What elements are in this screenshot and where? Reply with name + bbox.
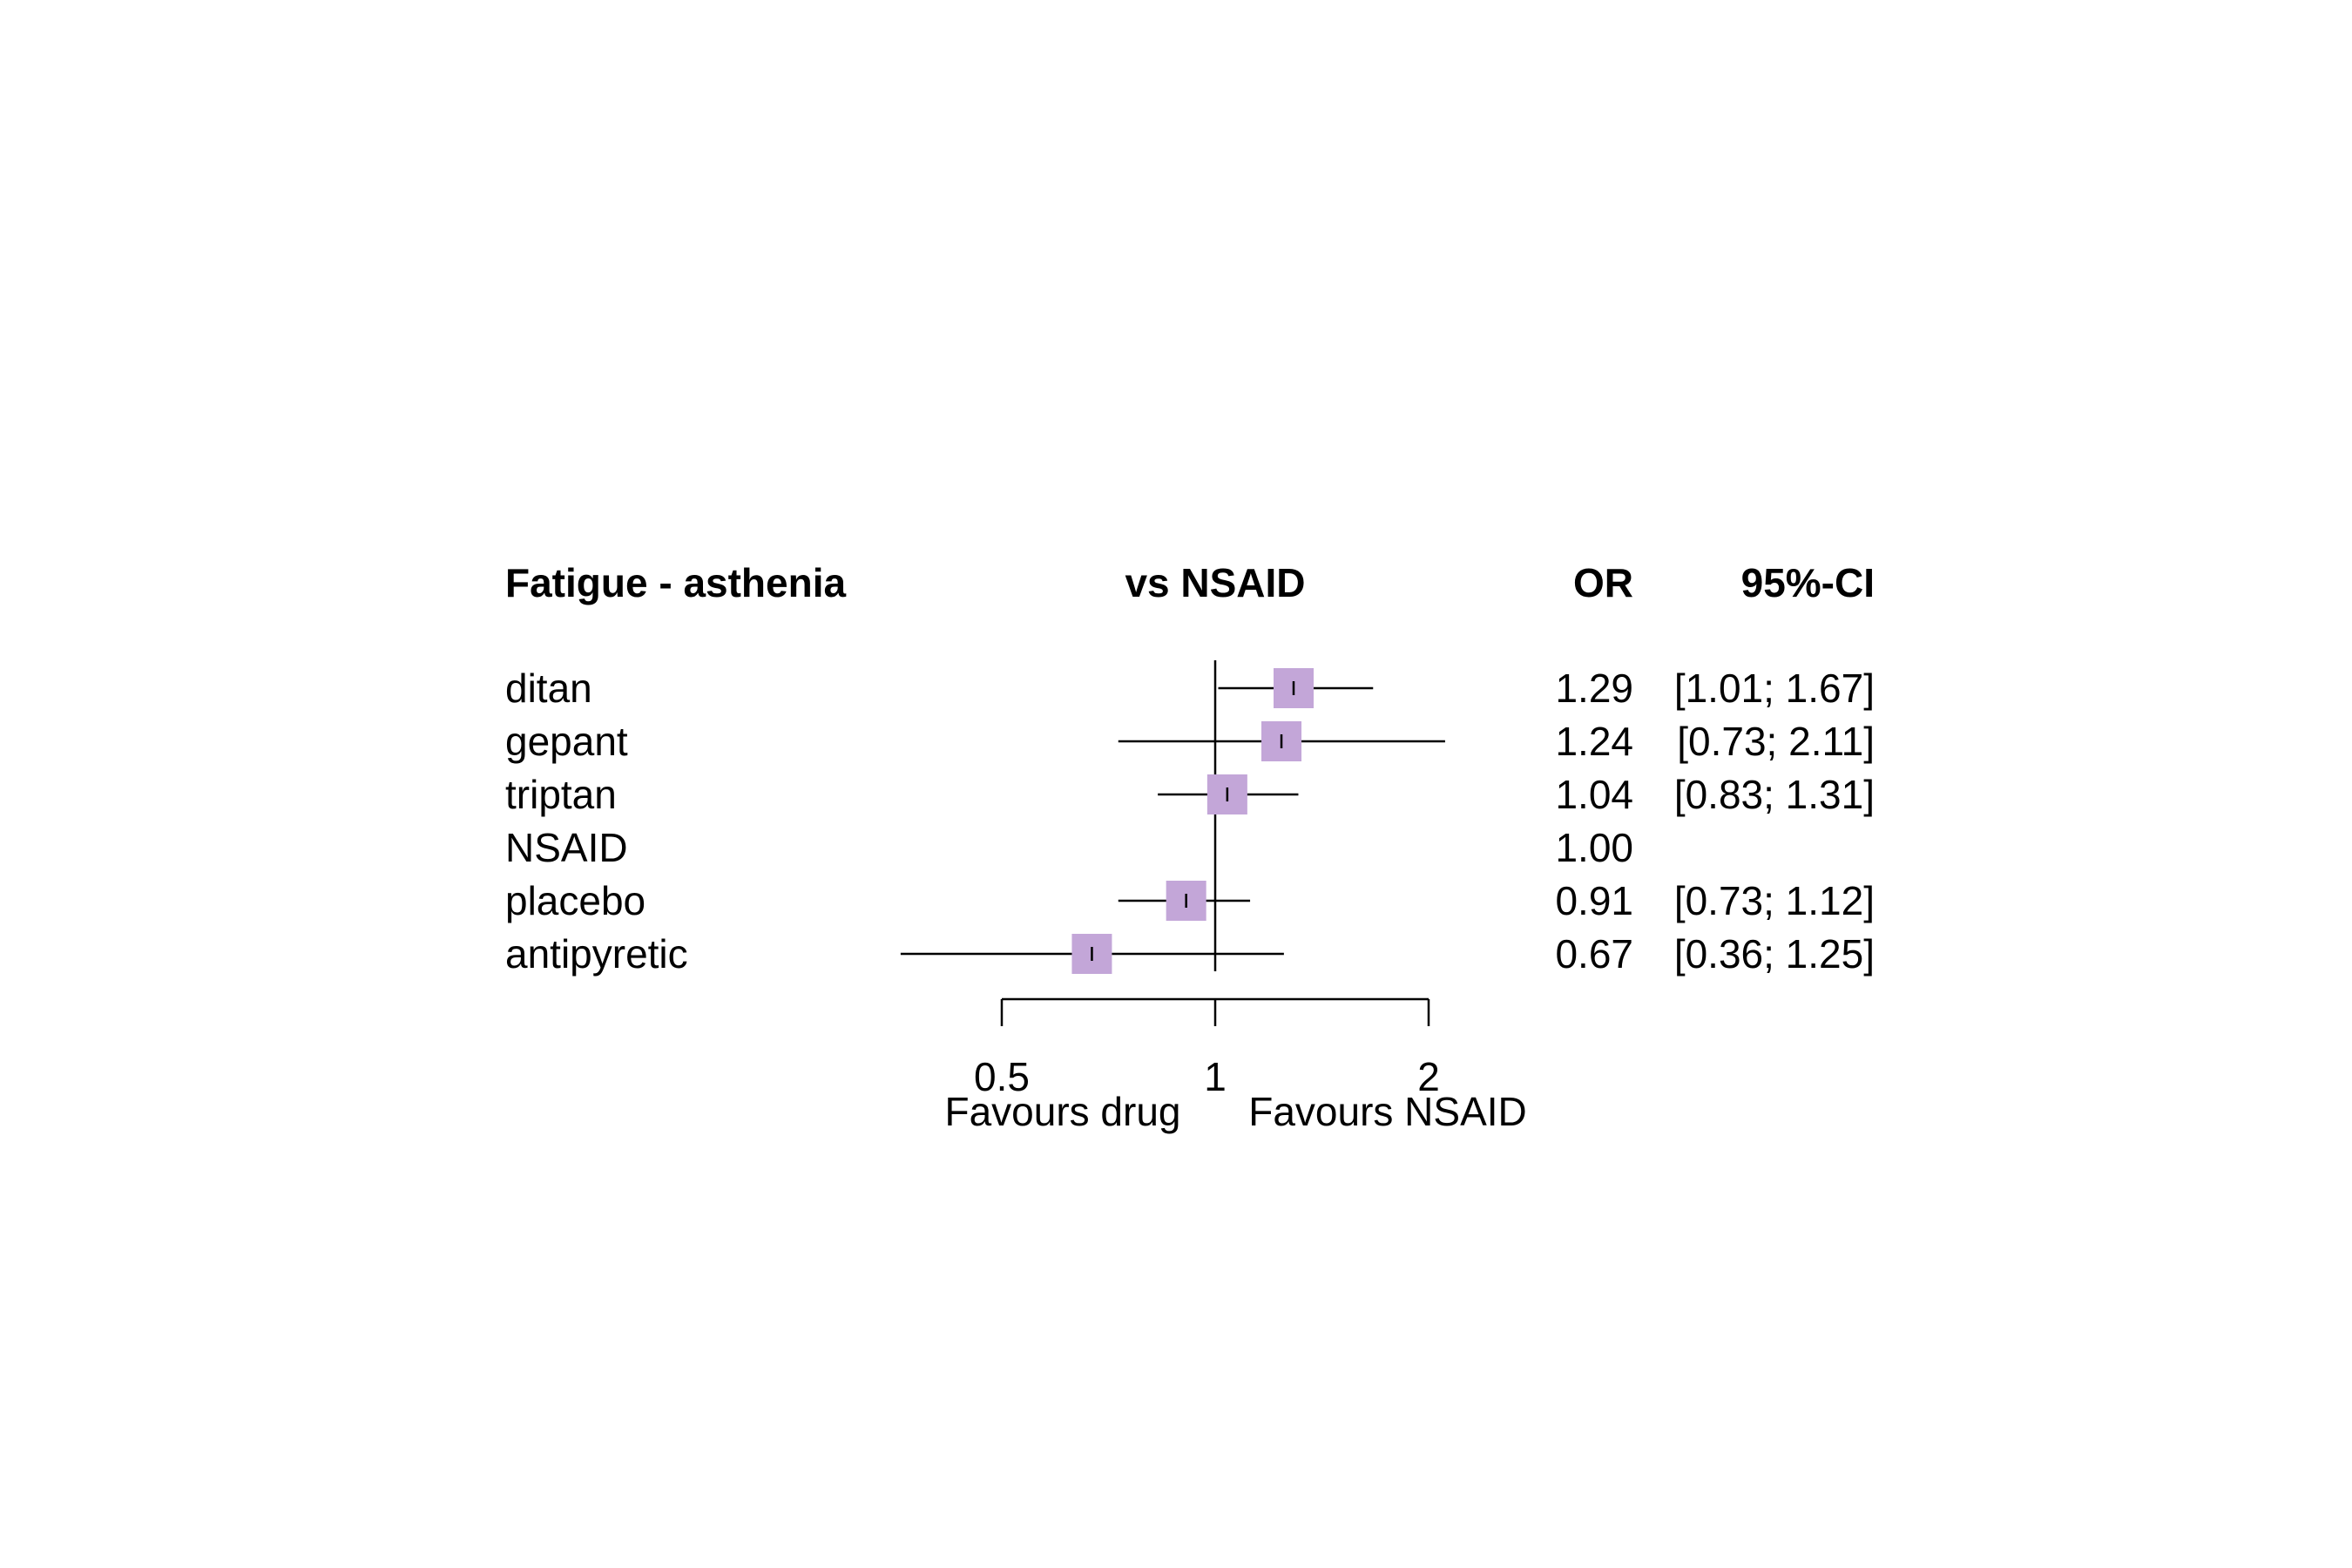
x-tick-label: 2 [1417,1054,1440,1099]
forest-row: placebo 0.91 [0.73; 1.12] [505,878,1875,923]
comparison-label: vs NSAID [1125,560,1305,605]
ci-value: [0.73; 2.11] [1677,719,1875,764]
or-value: 1.24 [1555,719,1633,764]
x-tick-label: 0.5 [974,1054,1030,1099]
ci-value: [0.73; 1.12] [1674,878,1875,923]
or-value: 0.67 [1555,931,1633,977]
x-tick-label: 1 [1204,1054,1227,1099]
forest-row: gepant 1.24 [0.73; 2.11] [505,719,1875,764]
row-label: ditan [505,666,592,711]
favours-right-label: Favours NSAID [1248,1089,1527,1134]
or-value: 1.29 [1555,666,1633,711]
forest-row: NSAID 1.00 [505,825,1633,870]
row-label: placebo [505,878,645,923]
row-label: antipyretic [505,931,688,977]
ci-value: [0.83; 1.31] [1674,772,1875,817]
or-column-header: OR [1573,560,1633,605]
ci-column-header: 95%-CI [1741,560,1875,605]
or-value: 1.00 [1555,825,1633,870]
x-axis: 0.5 1 2 [974,997,1440,1099]
ci-value: [1.01; 1.67] [1674,666,1875,711]
row-label: triptan [505,772,617,817]
chart-title: Fatigue - asthenia [505,560,846,605]
forest-row: triptan 1.04 [0.83; 1.31] [505,772,1875,817]
row-label: gepant [505,719,628,764]
ci-value: [0.36; 1.25] [1674,931,1875,977]
forest-row: antipyretic 0.67 [0.36; 1.25] [505,931,1875,977]
or-value: 1.04 [1555,772,1633,817]
forest-row: ditan 1.29 [1.01; 1.67] [505,666,1875,711]
row-label: NSAID [505,825,628,870]
plot-rows: ditan 1.29 [1.01; 1.67] gepant 1.24 [0.73; 2.… [505,660,1875,977]
favours-left-label: Favours drug [944,1089,1180,1134]
or-value: 0.91 [1555,878,1633,923]
